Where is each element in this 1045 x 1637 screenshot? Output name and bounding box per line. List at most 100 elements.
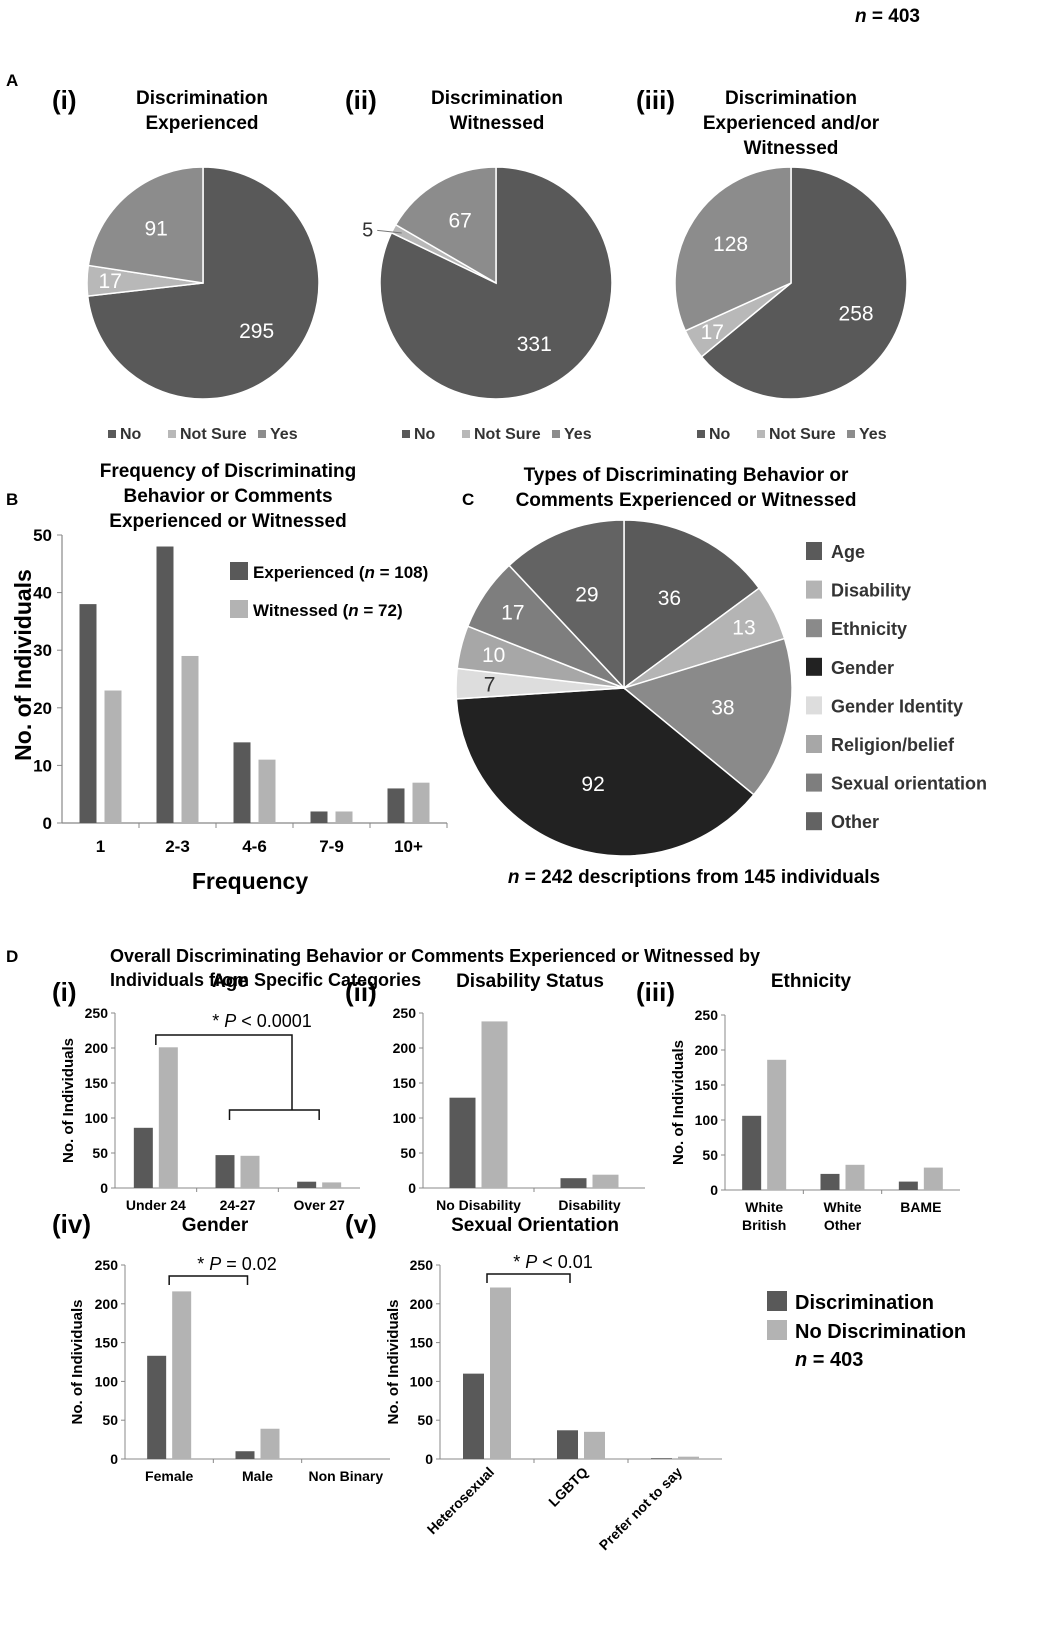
legend-swatch-gender bbox=[806, 657, 822, 676]
bar-experienced-2-3 bbox=[156, 546, 174, 823]
bar-experienced-4-6 bbox=[233, 742, 251, 823]
legend-swatch-yes bbox=[552, 430, 560, 438]
legend-label-no-discrimination: No Discrimination bbox=[795, 1321, 966, 1343]
legend-label-gender: Gender bbox=[831, 658, 894, 678]
roman-numeral: (ii) bbox=[345, 85, 377, 115]
y-tick-label: 100 bbox=[85, 1110, 109, 1126]
y-tick-label: 250 bbox=[393, 1005, 417, 1021]
panel-label-d: D bbox=[6, 947, 18, 966]
panel-label-c: C bbox=[462, 490, 474, 509]
y-tick-label: 0 bbox=[425, 1451, 433, 1467]
y-tick-label: 200 bbox=[695, 1042, 719, 1058]
significance-annotation: * P < 0.01 bbox=[513, 1252, 593, 1272]
pie-data-label: 258 bbox=[839, 303, 874, 326]
pie-slice-yes bbox=[674, 166, 792, 332]
legend-label-yes: Yes bbox=[270, 426, 298, 443]
x-tick-label: Other bbox=[824, 1217, 862, 1233]
y-tick-label: 150 bbox=[85, 1075, 109, 1091]
bar-no-discrimination-no-disability bbox=[481, 1021, 508, 1188]
bar-witnessed-1 bbox=[104, 690, 122, 823]
y-tick-label: 150 bbox=[393, 1075, 417, 1091]
bar-no-discrimination-prefer-not-to-say bbox=[678, 1456, 699, 1459]
y-tick-label: 50 bbox=[417, 1412, 433, 1428]
y-tick-label: 100 bbox=[393, 1110, 417, 1126]
legend-swatch-no bbox=[108, 430, 116, 438]
significance-annotation: * P < 0.0001 bbox=[212, 1011, 312, 1031]
x-tick-label: Non Binary bbox=[308, 1468, 383, 1484]
y-tick-label: 200 bbox=[410, 1296, 434, 1312]
panel-d-legend: Discrimination No Discrimination n = 403 bbox=[767, 1291, 966, 1371]
bar-discrimination-white-other bbox=[820, 1173, 840, 1190]
y-axis-label: No. of Individuals bbox=[60, 1038, 77, 1163]
pie-footnote: n = 242 descriptions from 145 individual… bbox=[508, 867, 880, 888]
y-tick-label: 100 bbox=[95, 1373, 119, 1389]
x-tick-label: White bbox=[823, 1199, 861, 1215]
x-tick-label: Heterosexual bbox=[424, 1464, 497, 1537]
pie-title-line: Witnessed bbox=[450, 113, 545, 134]
bar-discrimination-disability bbox=[560, 1178, 587, 1188]
panel-d-iii-ethnicity-bar-chart: (iii) Ethnicity 0 50 100 150 200 250 No. of Indi… bbox=[636, 971, 960, 1233]
y-tick-label: 200 bbox=[95, 1296, 119, 1312]
y-tick-label: 150 bbox=[410, 1335, 434, 1351]
pie-data-label: 13 bbox=[732, 616, 755, 639]
bar-witnessed-10 bbox=[412, 782, 430, 823]
significance-bracket bbox=[168, 1275, 249, 1285]
legend-label-sexual-orientation: Sexual orientation bbox=[831, 774, 987, 794]
legend-swatch-gender-identity bbox=[806, 696, 822, 715]
bar-discrimination-female bbox=[147, 1355, 167, 1459]
y-tick-label: 50 bbox=[92, 1145, 108, 1161]
x-tick-label: 7-9 bbox=[319, 837, 344, 856]
legend-label-yes: Yes bbox=[859, 426, 887, 443]
panel-a-iii-pie-chart: (iii) Discrimination Experienced and/or Wit… bbox=[636, 85, 908, 443]
roman-numeral: (iii) bbox=[636, 977, 675, 1007]
legend-swatch-not-sure bbox=[168, 430, 176, 438]
pie-data-label: 10 bbox=[482, 644, 505, 667]
pie-data-label: 7 bbox=[484, 674, 496, 697]
pie-title-line: Experienced and/or bbox=[703, 113, 880, 134]
pie-title-line: Discrimination bbox=[136, 88, 268, 109]
pie-slice-yes bbox=[87, 166, 204, 284]
x-tick-label: Under 24 bbox=[126, 1197, 186, 1213]
y-tick-label: 50 bbox=[400, 1145, 416, 1161]
x-tick-label: White bbox=[745, 1199, 783, 1215]
legend-label-no: No bbox=[709, 426, 731, 443]
pie-slice-other bbox=[508, 519, 625, 690]
legend-label-disability: Disability bbox=[831, 581, 911, 601]
y-tick-label: 250 bbox=[410, 1257, 434, 1273]
bar-no-discrimination-over-27 bbox=[322, 1182, 342, 1188]
chart-title: Ethnicity bbox=[771, 971, 852, 992]
y-tick-label: 250 bbox=[695, 1007, 719, 1023]
legend-label-no: No bbox=[414, 426, 436, 443]
legend-swatch-yes bbox=[258, 430, 266, 438]
legend-label-experienced: Experienced (n = 108) bbox=[253, 563, 428, 582]
legend-swatch-disability bbox=[806, 580, 822, 599]
legend-swatch-witnessed bbox=[230, 600, 248, 618]
bar-no-discrimination-lgbtq bbox=[584, 1431, 605, 1459]
y-tick-label: 150 bbox=[695, 1077, 719, 1093]
chart-title-line: Frequency of Discriminating bbox=[100, 461, 357, 482]
y-tick-label: 50 bbox=[102, 1412, 118, 1428]
legend-label-yes: Yes bbox=[564, 426, 592, 443]
chart-title-line: Behavior or Comments bbox=[123, 486, 332, 507]
pie-title-line: Witnessed bbox=[744, 138, 839, 159]
pie-data-label: 295 bbox=[239, 320, 274, 343]
x-tick-label: Prefer not to say bbox=[596, 1464, 686, 1554]
bar-discrimination-no-disability bbox=[449, 1097, 476, 1188]
y-tick-label: 100 bbox=[410, 1373, 434, 1389]
panel-d-title-line-1: Overall Discriminating Behavior or Comme… bbox=[110, 946, 760, 966]
pie-data-label: 331 bbox=[517, 333, 552, 356]
pie-data-label: 17 bbox=[501, 601, 524, 624]
legend-swatch-not-sure bbox=[462, 430, 470, 438]
pie-data-label: 128 bbox=[713, 233, 748, 256]
bar-no-discrimination-heterosexual bbox=[490, 1287, 511, 1459]
y-tick-label: 200 bbox=[85, 1040, 109, 1056]
chart-title: Disability Status bbox=[456, 971, 604, 992]
roman-numeral: (iii) bbox=[636, 85, 675, 115]
header-n-label: n = 403 bbox=[855, 6, 920, 27]
pie-data-label: 17 bbox=[701, 321, 724, 344]
x-tick-label: 2-3 bbox=[165, 837, 190, 856]
x-tick-label: Disability bbox=[558, 1197, 620, 1213]
pie-title-line: Discrimination bbox=[431, 88, 563, 109]
legend-label-gender-identity: Gender Identity bbox=[831, 696, 963, 716]
